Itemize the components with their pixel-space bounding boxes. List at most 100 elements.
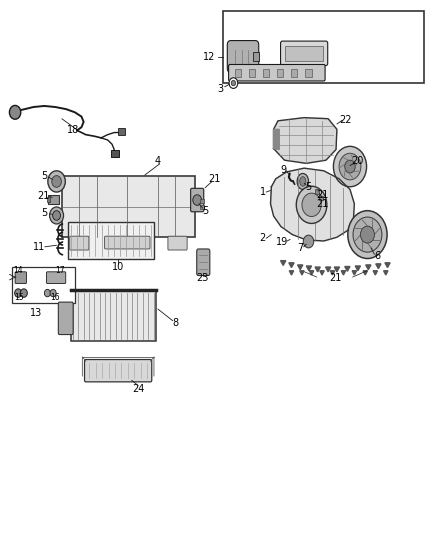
Circle shape — [193, 195, 201, 205]
Polygon shape — [341, 271, 346, 275]
Text: 21: 21 — [37, 191, 49, 201]
Text: 14: 14 — [13, 266, 23, 275]
FancyBboxPatch shape — [227, 41, 259, 72]
Ellipse shape — [297, 173, 308, 189]
Bar — [200, 199, 204, 203]
Polygon shape — [300, 271, 304, 275]
Text: 21: 21 — [317, 190, 329, 200]
Polygon shape — [274, 118, 337, 164]
Circle shape — [296, 186, 327, 223]
Polygon shape — [345, 266, 350, 271]
Circle shape — [48, 171, 65, 192]
Bar — [235, 69, 241, 77]
Circle shape — [353, 217, 382, 252]
Circle shape — [302, 193, 321, 216]
Text: 6: 6 — [374, 252, 380, 261]
Circle shape — [231, 80, 236, 86]
FancyBboxPatch shape — [281, 41, 328, 66]
Bar — [48, 195, 59, 204]
Bar — [253, 52, 259, 61]
Text: 21: 21 — [329, 273, 341, 283]
Polygon shape — [363, 271, 367, 275]
Text: 7: 7 — [297, 243, 304, 253]
Text: 2: 2 — [260, 233, 266, 244]
Bar — [68, 222, 153, 259]
Text: 10: 10 — [112, 262, 124, 271]
Text: 21: 21 — [208, 174, 221, 184]
Text: 21: 21 — [317, 199, 329, 209]
Text: 4: 4 — [155, 156, 161, 166]
Polygon shape — [373, 271, 378, 275]
Circle shape — [14, 289, 21, 297]
Text: 13: 13 — [30, 308, 42, 318]
Text: 5: 5 — [202, 206, 208, 216]
Bar — [47, 197, 50, 201]
Text: 11: 11 — [32, 242, 45, 252]
Bar — [315, 189, 319, 193]
Polygon shape — [315, 267, 320, 272]
Bar — [318, 196, 323, 200]
Polygon shape — [320, 271, 324, 275]
Circle shape — [20, 289, 27, 297]
FancyBboxPatch shape — [70, 236, 89, 250]
Circle shape — [10, 106, 21, 119]
FancyBboxPatch shape — [85, 360, 152, 382]
Bar — [263, 69, 269, 77]
Polygon shape — [366, 265, 371, 270]
Polygon shape — [274, 130, 279, 150]
Polygon shape — [385, 263, 390, 268]
Bar — [12, 266, 75, 303]
Bar — [62, 176, 195, 237]
Text: 20: 20 — [352, 156, 364, 166]
Circle shape — [44, 289, 50, 297]
Polygon shape — [281, 261, 286, 265]
Text: 5: 5 — [41, 208, 47, 219]
Circle shape — [229, 78, 238, 88]
Circle shape — [303, 235, 314, 248]
Text: 17: 17 — [56, 266, 65, 275]
FancyBboxPatch shape — [168, 236, 187, 250]
Polygon shape — [330, 271, 335, 275]
Bar — [71, 290, 155, 341]
Polygon shape — [306, 266, 311, 271]
Circle shape — [53, 211, 60, 220]
FancyBboxPatch shape — [197, 249, 210, 276]
FancyBboxPatch shape — [15, 272, 26, 284]
Bar — [118, 128, 125, 135]
FancyBboxPatch shape — [229, 64, 325, 81]
Ellipse shape — [300, 176, 306, 186]
FancyBboxPatch shape — [191, 188, 204, 212]
Polygon shape — [352, 271, 357, 275]
Text: 8: 8 — [172, 318, 178, 328]
Polygon shape — [289, 271, 293, 275]
FancyBboxPatch shape — [105, 236, 150, 249]
Text: 16: 16 — [50, 293, 60, 302]
Text: 12: 12 — [203, 52, 215, 61]
Polygon shape — [325, 267, 331, 272]
Text: 24: 24 — [132, 384, 145, 394]
Text: 9: 9 — [281, 165, 287, 175]
Bar — [249, 69, 255, 77]
Text: 15: 15 — [14, 293, 24, 302]
Polygon shape — [297, 265, 303, 270]
Circle shape — [50, 289, 56, 297]
FancyBboxPatch shape — [46, 272, 66, 284]
Text: 5: 5 — [305, 182, 311, 192]
Text: 19: 19 — [276, 237, 288, 247]
Polygon shape — [334, 267, 339, 272]
Bar — [305, 69, 311, 77]
Polygon shape — [384, 271, 388, 275]
Text: 23: 23 — [197, 273, 209, 283]
Circle shape — [360, 226, 374, 243]
Circle shape — [339, 154, 361, 180]
Polygon shape — [355, 266, 360, 271]
Bar — [111, 150, 119, 157]
FancyBboxPatch shape — [58, 302, 73, 335]
Bar — [200, 205, 204, 209]
Circle shape — [52, 175, 61, 187]
Text: 1: 1 — [260, 187, 266, 197]
Text: 3: 3 — [217, 84, 223, 94]
Circle shape — [49, 207, 64, 224]
Bar — [286, 46, 323, 61]
Bar — [277, 69, 283, 77]
